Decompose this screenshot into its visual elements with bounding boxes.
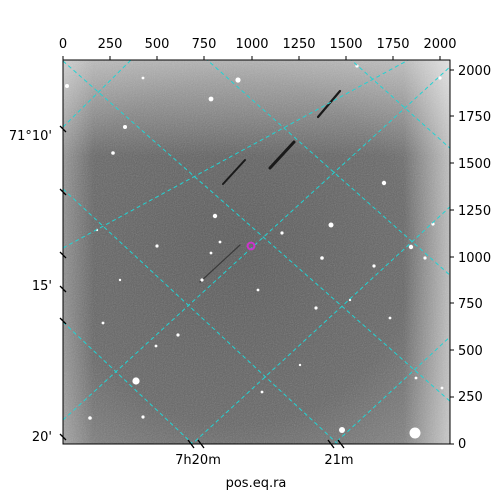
top-tick-label: 0 [59,37,67,52]
top-tick-label: 1500 [329,37,362,52]
right-tick-label: 1000 [458,251,491,266]
left-tick-label: 15' [32,279,52,294]
right-tick-label: 2000 [458,64,491,79]
top-tick-label: 250 [98,37,123,52]
left-tick-labels: 71°10' 15' 20' [9,129,52,445]
right-tick-label: 1500 [458,157,491,172]
left-tick-label: 20' [32,430,52,445]
plot-frame [62,59,451,445]
right-tick-label: 500 [458,344,483,359]
left-tick-label: 71°10' [9,129,52,144]
bottom-tick-labels: 7h20m 21m [175,453,353,468]
right-tick-labels: 0 250 500 750 1000 1250 1500 1750 2000 [458,64,491,452]
target-marker [246,241,256,251]
left-axis [59,125,67,441]
right-axis [450,69,454,445]
top-tick-labels: 0 250 500 750 1000 1250 1500 1750 2000 [59,37,457,52]
x-axis-label: pos.eq.ra [226,476,287,491]
top-tick-label: 1000 [235,37,268,52]
bottom-tick-label: 7h20m [175,453,221,468]
right-tick-label: 1250 [458,204,491,219]
sky-image [63,60,450,444]
right-tick-label: 1750 [458,110,491,125]
top-tick-label: 500 [145,37,170,52]
bottom-axis [187,439,345,449]
trail-streaks [199,89,342,283]
top-tick-label: 2000 [423,37,456,52]
right-tick-label: 250 [458,390,483,405]
right-tick-label: 0 [458,437,466,452]
coordinate-grid [63,60,450,444]
top-tick-label: 1250 [282,37,315,52]
top-tick-label: 750 [192,37,217,52]
top-axis [62,56,441,60]
right-tick-label: 750 [458,297,483,312]
bottom-tick-label: 21m [324,453,353,468]
top-tick-label: 1750 [376,37,409,52]
